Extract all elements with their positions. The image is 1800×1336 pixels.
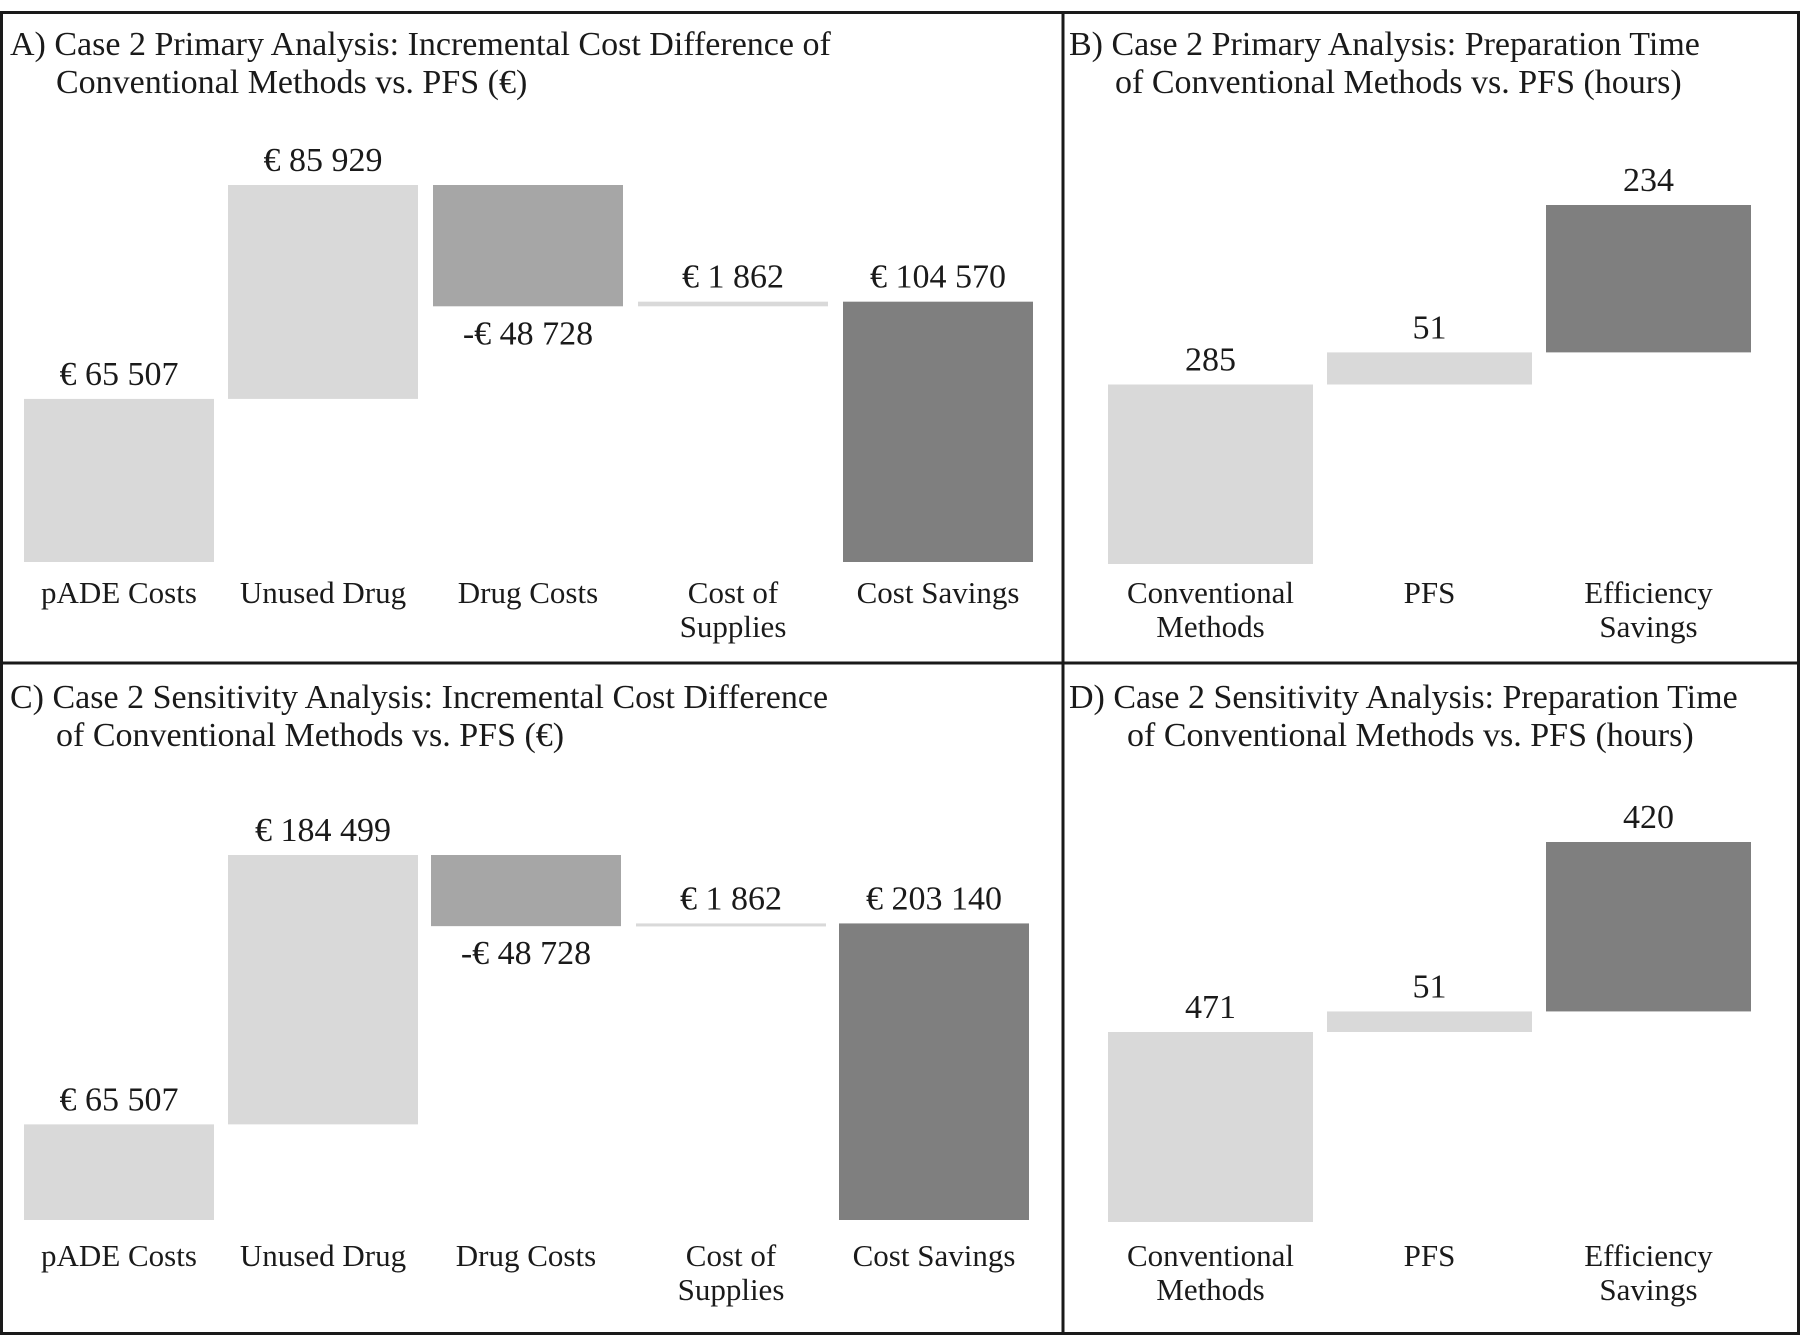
category-label: Cost of xyxy=(688,575,779,610)
waterfall-bar xyxy=(1546,842,1751,1012)
panel-title-line: of Conventional Methods vs. PFS (hours) xyxy=(1115,64,1682,101)
bar-value-label: 285 xyxy=(1185,342,1236,379)
bar-value-label: € 1 862 xyxy=(682,259,784,296)
category-label: Supplies xyxy=(678,1272,785,1307)
category-label: pADE Costs xyxy=(41,1238,197,1273)
category-label: Supplies xyxy=(680,609,787,644)
category-label: Efficiency xyxy=(1584,1238,1713,1273)
waterfall-bar xyxy=(24,398,214,562)
waterfall-bar xyxy=(228,855,418,1125)
panel-title-line: of Conventional Methods vs. PFS (hours) xyxy=(1127,717,1694,754)
bar-value-label: € 104 570 xyxy=(870,259,1006,296)
bar-value-label: € 1 862 xyxy=(680,880,782,917)
panel-title-line: D) Case 2 Sensitivity Analysis: Preparat… xyxy=(1069,679,1738,716)
category-label: Cost Savings xyxy=(853,1238,1016,1273)
bar-value-label: -€ 48 728 xyxy=(463,315,593,352)
waterfall-bar xyxy=(843,301,1033,562)
panel-title-line: B) Case 2 Primary Analysis: Preparation … xyxy=(1069,26,1700,63)
bar-value-label: 51 xyxy=(1413,968,1447,1005)
category-label: Drug Costs xyxy=(456,1238,596,1273)
category-label: PFS xyxy=(1404,1238,1456,1273)
outer-border xyxy=(0,11,1800,1335)
waterfall-bar xyxy=(1546,205,1751,353)
bar-value-label: € 203 140 xyxy=(866,880,1002,917)
panel-grid-frame xyxy=(0,11,1800,1335)
waterfall-bar xyxy=(1327,1011,1532,1032)
category-label: Unused Drug xyxy=(240,1238,406,1273)
panel-c-chart: C) Case 2 Sensitivity Analysis: Incremen… xyxy=(10,679,1029,1307)
waterfall-bar xyxy=(638,301,828,307)
waterfall-bar xyxy=(1108,1032,1313,1222)
waterfall-bar xyxy=(433,185,623,307)
panel-b-chart: B) Case 2 Primary Analysis: Preparation … xyxy=(1069,26,1751,644)
panel-title-line: of Conventional Methods vs. PFS (€) xyxy=(56,717,564,754)
bar-value-label: 51 xyxy=(1413,309,1447,346)
category-label: PFS xyxy=(1404,575,1456,610)
waterfall-bar xyxy=(228,185,418,399)
category-label: Drug Costs xyxy=(458,575,598,610)
bar-value-label: € 65 507 xyxy=(60,356,179,393)
waterfall-bar xyxy=(24,1124,214,1220)
category-label: Methods xyxy=(1156,1272,1265,1307)
waterfall-bar xyxy=(636,923,826,927)
bar-value-label: € 85 929 xyxy=(264,142,383,179)
category-label: Cost of xyxy=(686,1238,777,1273)
bar-value-label: € 184 499 xyxy=(255,812,391,849)
panel-title-line: Conventional Methods vs. PFS (€) xyxy=(56,64,527,101)
waterfall-bar xyxy=(431,855,621,927)
panel-title-line: A) Case 2 Primary Analysis: Incremental … xyxy=(10,26,831,63)
bar-value-label: -€ 48 728 xyxy=(461,935,591,972)
category-label: Savings xyxy=(1599,1272,1697,1307)
panel-a-chart: A) Case 2 Primary Analysis: Incremental … xyxy=(10,26,1033,644)
category-label: Conventional xyxy=(1127,1238,1294,1273)
bar-value-label: € 65 507 xyxy=(60,1081,179,1118)
panel-d-chart: D) Case 2 Sensitivity Analysis: Preparat… xyxy=(1069,679,1751,1307)
waterfall-bar xyxy=(1108,384,1313,564)
panel-title-line: C) Case 2 Sensitivity Analysis: Incremen… xyxy=(10,679,828,716)
bar-value-label: 234 xyxy=(1623,162,1674,199)
category-label: Unused Drug xyxy=(240,575,406,610)
waterfall-bar xyxy=(1327,352,1532,385)
category-label: Conventional xyxy=(1127,575,1294,610)
category-label: Efficiency xyxy=(1584,575,1713,610)
bar-value-label: 420 xyxy=(1623,799,1674,836)
category-label: Methods xyxy=(1156,609,1265,644)
waterfall-bar xyxy=(839,923,1029,1220)
category-label: Cost Savings xyxy=(857,575,1020,610)
bar-value-label: 471 xyxy=(1185,989,1236,1026)
category-label: Savings xyxy=(1599,609,1697,644)
category-label: pADE Costs xyxy=(41,575,197,610)
